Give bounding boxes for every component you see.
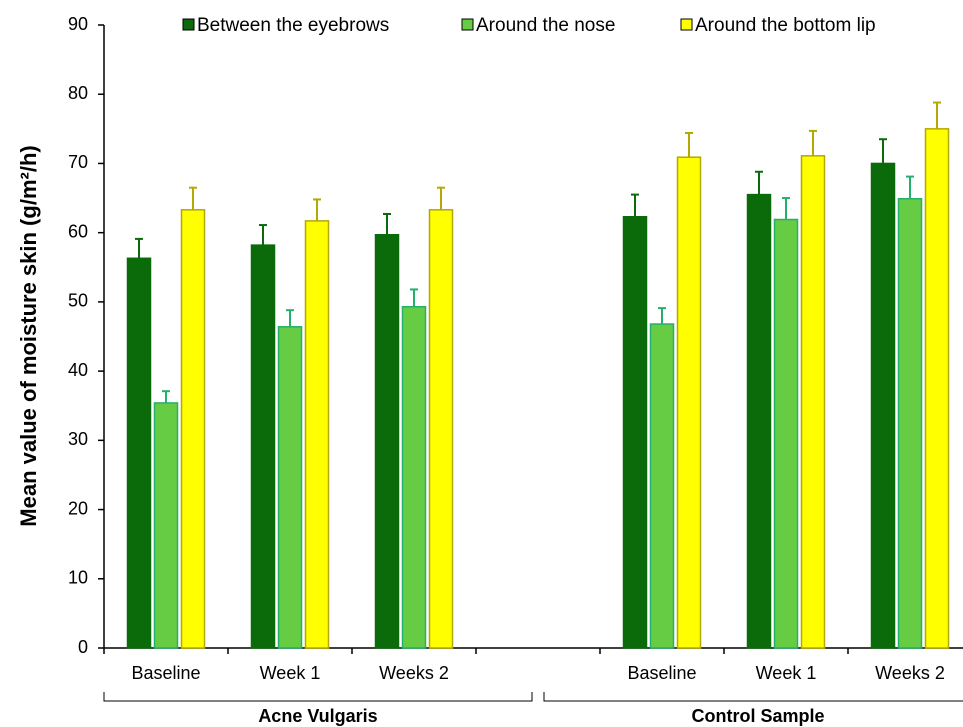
bar [897,197,923,649]
bar [277,326,303,649]
y-tick-label: 10 [68,568,88,588]
bar [180,209,206,649]
legend-label: Between the eyebrows [197,15,389,36]
y-tick-label: 80 [68,83,88,103]
bar [374,233,400,649]
y-tick-label: 20 [68,498,88,518]
group-bracket [543,692,963,702]
y-tick-label: 70 [68,152,88,172]
bar [250,244,276,649]
legend-label: Around the bottom lip [695,15,876,36]
group-bracket [103,692,533,702]
bar [924,128,950,649]
bar [304,220,330,649]
bar [649,323,675,649]
x-tick-label: Baseline [131,663,200,683]
y-tick-label: 30 [68,429,88,449]
bar [800,155,826,649]
group-label: Acne Vulgaris [258,706,377,726]
bar [153,402,179,649]
legend-swatch [461,18,474,31]
x-tick-label: Baseline [627,663,696,683]
x-tick-label: Weeks 2 [379,663,449,683]
bar [401,305,427,649]
y-tick-label: 50 [68,291,88,311]
y-tick-label: 60 [68,221,88,241]
y-tick-label: 90 [68,14,88,34]
x-tick-label: Weeks 2 [875,663,945,683]
y-tick-label: 0 [78,637,88,657]
bar [622,215,648,649]
x-tick-label: Week 1 [260,663,321,683]
legend-swatch [680,18,693,31]
bar [428,209,454,649]
bar [870,162,896,649]
group-label: Control Sample [691,706,824,726]
y-axis-label: Mean value of moisture skin (g/m²/h) [16,145,41,526]
bar [126,257,152,649]
bar [676,156,702,649]
x-tick-label: Week 1 [756,663,817,683]
bar [746,193,772,649]
legend-swatch [182,18,195,31]
legend-label: Around the nose [476,15,615,36]
y-tick-label: 40 [68,360,88,380]
bar [773,218,799,649]
